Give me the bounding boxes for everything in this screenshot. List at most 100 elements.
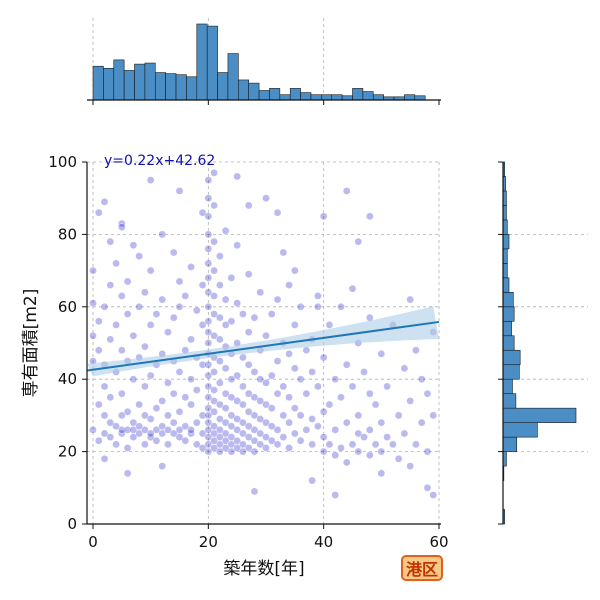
top-histogram-bar (258, 90, 270, 101)
scatter-point (262, 418, 270, 427)
scatter-point (325, 400, 334, 409)
scatter-point (129, 241, 138, 250)
scatter-point (129, 418, 138, 427)
scatter-point (158, 230, 166, 239)
scatter-point (100, 429, 109, 438)
scatter-point (239, 353, 247, 362)
scatter-point (302, 426, 311, 434)
scatter-point (175, 426, 184, 434)
scatter-point (204, 328, 213, 336)
scatter-point (198, 208, 207, 217)
top-histogram (87, 18, 441, 105)
scatter-point (112, 440, 120, 449)
top-histogram-bar (113, 59, 125, 101)
right-histogram (498, 161, 588, 525)
y-tick-label: 100 (48, 153, 77, 171)
scatter-point (112, 422, 120, 431)
top-histogram-bar (217, 72, 229, 101)
scatter-point (141, 411, 149, 420)
scatter-point (239, 429, 247, 438)
scatter-point (365, 426, 374, 434)
scatter-point (204, 317, 213, 326)
scatter-point (204, 230, 213, 239)
right-histogram-bar (502, 407, 577, 423)
scatter-point (175, 368, 184, 376)
scatter-point (244, 360, 253, 369)
scatter-point (227, 375, 236, 384)
scatter-point (262, 400, 270, 409)
scatter-point (89, 299, 97, 307)
scatter-point (216, 313, 224, 322)
scatter-point (256, 415, 265, 423)
scatter-point (308, 415, 316, 423)
scatter-point (279, 411, 288, 420)
scatter-point (377, 350, 386, 358)
scatter-point (244, 389, 253, 398)
scatter-point (360, 368, 368, 376)
scatter-point (118, 292, 126, 300)
scatter-point (383, 382, 391, 391)
scatter-point (267, 404, 276, 412)
scatter-point (423, 389, 432, 398)
scatter-point (371, 440, 380, 449)
scatter-point (429, 491, 438, 499)
scatter-point (342, 360, 351, 369)
scatter-point (319, 447, 328, 456)
scatter-point (273, 440, 282, 449)
right-histogram-bar (502, 364, 520, 380)
scatter-point (100, 198, 109, 206)
scatter-point (296, 375, 305, 384)
scatter-point (394, 411, 403, 420)
scatter-point (169, 418, 178, 427)
scatter-point (152, 426, 161, 434)
scatter-point (285, 350, 293, 358)
scatter-point (365, 389, 374, 398)
scatter-point (233, 241, 241, 250)
scatter-point (273, 208, 282, 217)
scatter-point (204, 176, 213, 184)
scatter-point (314, 422, 322, 431)
scatter-point (187, 263, 195, 271)
scatter-point (204, 274, 213, 282)
scatter-point (135, 400, 143, 409)
y-tick-label: 0 (67, 515, 77, 533)
scatter-point (423, 483, 432, 492)
scatter-point (146, 371, 155, 380)
scatter-point (331, 451, 340, 460)
right-histogram-bar (502, 422, 538, 438)
scatter-point (216, 379, 224, 387)
scatter-point (192, 418, 201, 427)
scatter-point (221, 418, 230, 427)
scatter-point (141, 440, 149, 449)
scatter-point (239, 382, 247, 391)
scatter-point (239, 310, 247, 318)
scatter-point (262, 433, 270, 441)
scatter-point (106, 237, 115, 246)
scatter-point (250, 411, 259, 420)
scatter-point (118, 426, 126, 434)
scatter-point (354, 429, 363, 438)
scatter-point (204, 302, 213, 311)
scatter-point (141, 426, 149, 434)
scatter-point (250, 447, 259, 456)
scatter-point (152, 310, 161, 318)
top-histogram-bar (289, 88, 301, 101)
scatter-point (406, 397, 414, 405)
axes-layer: 0 20 40 60 0 20 40 60 80 100 (48, 153, 448, 551)
scatter-point (210, 397, 218, 405)
scatter-point (204, 371, 213, 380)
scatter-point (331, 375, 340, 384)
scatter-point (175, 302, 184, 311)
scatter-point (273, 357, 282, 365)
scatter-point (244, 433, 253, 441)
scatter-point (406, 295, 414, 304)
scatter-point (204, 212, 213, 221)
scatter-point (227, 422, 236, 431)
scatter-point (216, 252, 224, 260)
top-histogram-bar (269, 88, 281, 101)
scatter-point (94, 208, 103, 217)
scatter-point (389, 440, 397, 449)
scatter-point (365, 451, 374, 460)
scatter-point (210, 422, 218, 431)
scatter-point (383, 433, 391, 441)
